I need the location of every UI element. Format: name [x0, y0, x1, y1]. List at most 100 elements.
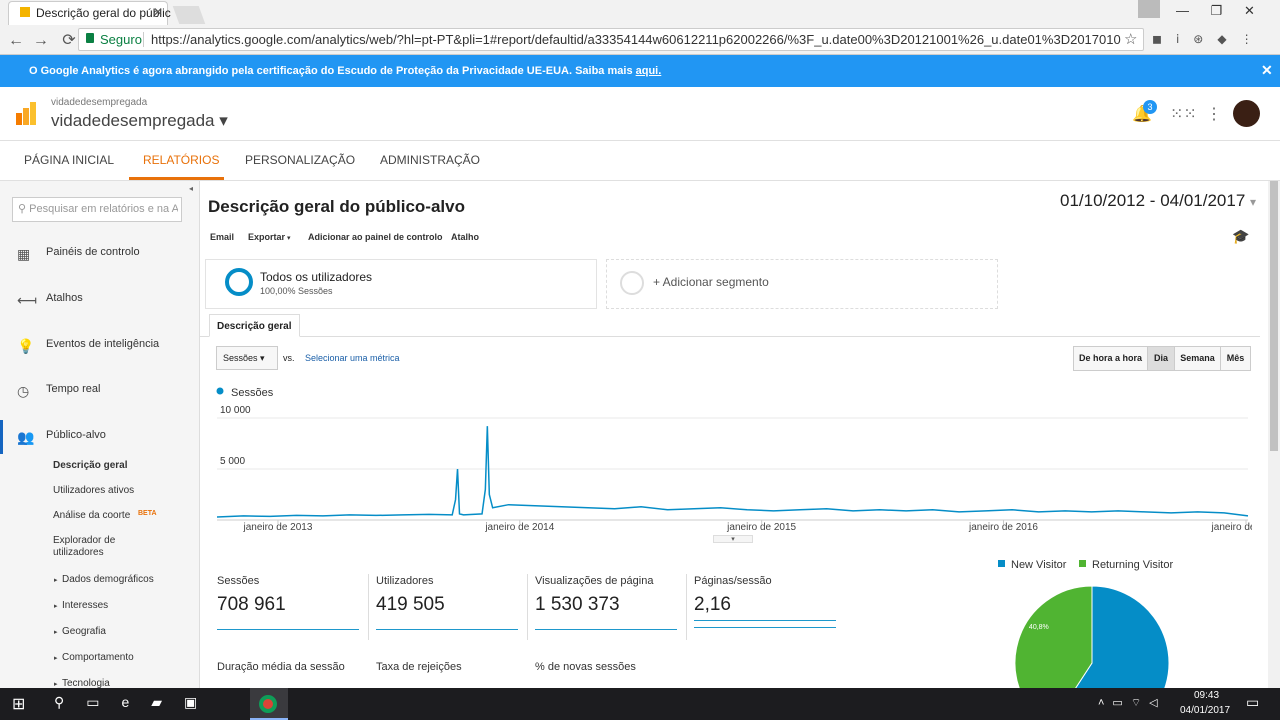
tab[interactable] [8, 1, 168, 25]
account-selector[interactable]: vidadedesempregada ▾ [51, 111, 228, 130]
sidebar-subitem[interactable]: Comportamento [62, 652, 134, 663]
account[interactable]: vidadedesempregada [51, 111, 215, 130]
segment-card[interactable] [205, 259, 597, 309]
date-range-text[interactable]: 01/10/2012 - 04/01/2017 [1060, 191, 1246, 210]
tab-title[interactable]: Descrição geral do públic [36, 6, 171, 20]
search-placeholder[interactable]: ⚲ Pesquisar em relatórios e na Ajuda [18, 202, 178, 215]
y-tick-label: 5 000 [220, 456, 245, 467]
sidebar-item[interactable]: Tempo real [46, 383, 101, 395]
logo [23, 108, 29, 125]
extensions[interactable]: ◼ⅰ⊛◆⋮ [1152, 32, 1267, 46]
sidebar-subitem[interactable]: Dados demográficos [62, 574, 154, 585]
expand-arrow[interactable]: ▸ [54, 577, 58, 584]
granularity-button[interactable]: Mês [1220, 346, 1251, 371]
scroll-thumb[interactable] [1270, 181, 1278, 451]
line-chart: 5 000 10 000 janeiro de 2013 janeiro de 201… [216, 387, 1252, 533]
granularity-button[interactable]: De hora a hora [1073, 346, 1148, 371]
account-small: vidadedesempregada [51, 97, 148, 108]
banner-text: O Google Analytics é agora abrangido pel… [29, 65, 661, 77]
sparkline [217, 629, 359, 632]
banner-close[interactable]: ✕ [1261, 62, 1273, 78]
expand-arrow[interactable]: ▸ [54, 629, 58, 636]
sidebar-subitem[interactable]: Tecnologia [62, 678, 110, 689]
sidebar-item[interactable]: Atalhos [46, 292, 83, 304]
add-segment-card[interactable] [606, 259, 998, 309]
export-arrow[interactable]: ▾ [287, 235, 291, 242]
expand-arrow[interactable]: ▸ [54, 655, 58, 662]
pie-slice [1075, 585, 1170, 688]
sidebar-item[interactable]: Painéis de controlo [46, 246, 140, 258]
metric-label: Duração média da sessão [217, 661, 345, 673]
nav-item[interactable]: PÁGINA INICIAL [24, 153, 115, 167]
add-segment[interactable]: + Adicionar segmento [653, 275, 769, 289]
tab-bar [0, 0, 1280, 25]
collapse[interactable]: ◂ [189, 184, 194, 193]
metric-divider [527, 574, 528, 640]
date-range[interactable]: 01/10/2012 - 04/01/2017 ▾ [1060, 191, 1257, 210]
menu[interactable]: ⋮ [1206, 106, 1222, 123]
segment-sub: 100,00% Sessões [260, 286, 333, 296]
sidebar-subitem[interactable]: Análise da coorte [53, 510, 131, 521]
metric-divider [686, 574, 687, 640]
omnibox[interactable] [78, 28, 1144, 51]
nav-item[interactable]: ADMINISTRAÇÃO [380, 153, 481, 167]
toolbar-item[interactable]: Atalho [451, 232, 479, 242]
banner [0, 55, 1280, 87]
toolbar-item[interactable]: Email [210, 232, 235, 242]
chrome-app[interactable] [250, 688, 288, 720]
tray[interactable]: ˄▭⌔◁ [1098, 697, 1166, 709]
sidebar-icon: ⟻ [17, 292, 38, 308]
sidebar-item[interactable]: Público-alvo [46, 429, 106, 441]
sidebar-icon: ◷ [17, 383, 30, 399]
expand-arrow[interactable]: ▸ [54, 681, 58, 688]
vs: vs. [283, 353, 295, 363]
avatar[interactable] [1233, 100, 1260, 127]
nav-item[interactable]: PERSONALIZAÇÃO [245, 153, 356, 167]
segment-icon [225, 268, 253, 296]
taskbar-apps[interactable]: ⚲▭e▰▣ [54, 694, 220, 710]
search-text: Pesquisar em relatórios e na Ajuda [29, 203, 178, 215]
metric-label: Taxa de rejeições [376, 661, 462, 673]
window-controls[interactable]: — ❐ ✕ [1176, 3, 1255, 18]
y-tick-label: 10 000 [220, 405, 251, 416]
metric-select[interactable]: Sessões ▾ [216, 346, 278, 370]
profile[interactable] [1138, 0, 1160, 18]
granularity-button[interactable]: Dia [1147, 346, 1175, 371]
notification-badge: 3 [1143, 100, 1157, 114]
sidebar-subitem[interactable]: Interesses [62, 600, 109, 611]
sidebar-subitem[interactable]: Descrição geral [53, 460, 128, 471]
tab-icon [20, 7, 30, 17]
metric-label: Utilizadores [376, 575, 434, 587]
legend-marker [1079, 560, 1086, 567]
nav-item[interactable]: RELATÓRIOS [143, 153, 220, 167]
toolbar-item[interactable]: Adicionar ao painel de controlo [308, 232, 443, 242]
report-tab[interactable]: Descrição geral [209, 314, 300, 337]
bookmark[interactable]: ☆ [1124, 31, 1138, 48]
pie-slice [1014, 585, 1093, 688]
chart-resize[interactable]: ▾ [713, 535, 753, 543]
search-box[interactable] [12, 197, 182, 222]
sidebar-item[interactable]: Eventos de inteligência [46, 338, 160, 350]
metric-value: 1 530 373 [535, 594, 620, 615]
tab-close[interactable]: ✕ [153, 5, 164, 19]
granularity-button[interactable]: Semana [1174, 346, 1221, 371]
select-metric[interactable]: Selecionar uma métrica [305, 353, 400, 363]
legend-label: New Visitor [1011, 559, 1067, 571]
sidebar-subitem[interactable]: Utilizadores ativos [53, 485, 135, 496]
expand-arrow[interactable]: ▸ [54, 603, 58, 610]
learn-icon[interactable]: 🎓 [1232, 228, 1250, 244]
toolbar-item[interactable]: Exportar [248, 232, 286, 242]
sidebar-subitem[interactable]: Geografia [62, 626, 106, 637]
apps[interactable]: ⁙⁙ [1170, 106, 1197, 123]
action-center[interactable]: ▭ [1246, 694, 1260, 710]
nav-active [129, 177, 224, 180]
sidebar-subitem[interactable]: Explorador de utilizadores [53, 535, 116, 558]
taskbar [0, 688, 1280, 720]
banner-link[interactable]: aqui. [635, 65, 662, 77]
series-line [216, 426, 1249, 518]
start[interactable]: ⊞ [12, 696, 26, 713]
nav-buttons[interactable]: ← → ⟳ [8, 32, 76, 49]
x-tick-label: janeiro de 2015 [726, 522, 796, 533]
url[interactable]: https://analytics.google.com/analytics/w… [151, 32, 1121, 47]
